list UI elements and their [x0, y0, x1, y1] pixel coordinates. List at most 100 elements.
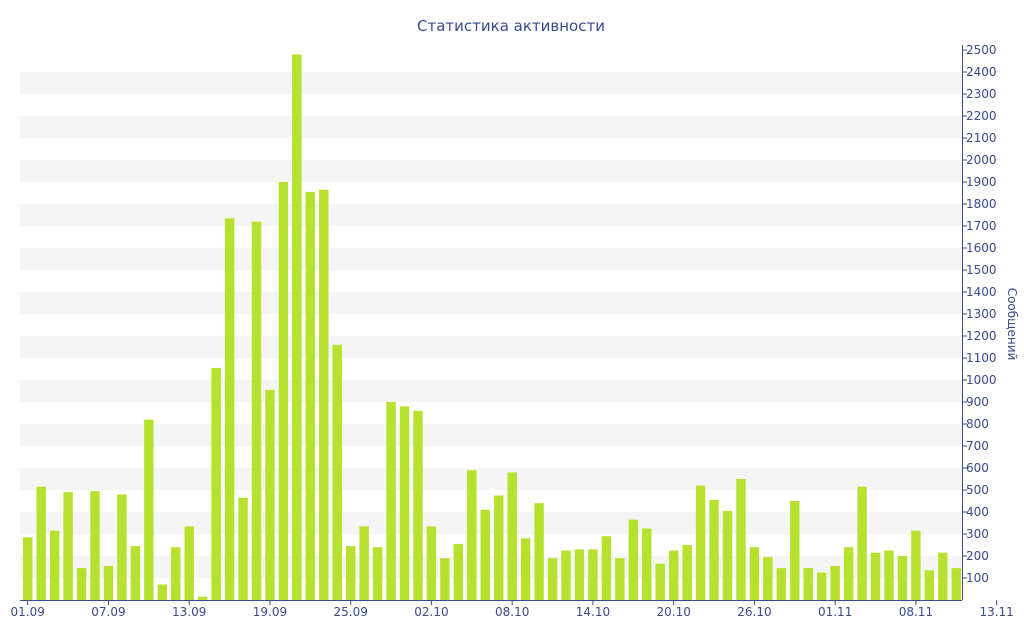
bar: [588, 549, 598, 600]
grid-band: [20, 72, 962, 94]
bar: [157, 584, 168, 600]
y-tick-label: 2200: [966, 109, 997, 123]
bar: [776, 568, 787, 600]
x-axis: 01.09 07.09 13.09 19.09 25.09 02.10 08.10 14.10…: [11, 600, 1014, 619]
y-tick-label: 1700: [966, 219, 997, 233]
x-tick-label: 07.09: [91, 605, 125, 619]
grid-band: [20, 380, 962, 402]
bar: [843, 547, 854, 600]
bar: [467, 470, 477, 600]
grid-band: [20, 468, 962, 490]
bar: [830, 565, 840, 600]
bar: [372, 547, 383, 600]
bar: [278, 182, 289, 600]
y-axis: 100 200 300 400 500 600 700 800 900 1000 1100 1200 1…: [962, 43, 997, 600]
y-tick-label: 1300: [966, 307, 997, 321]
y-tick-label: 200: [966, 549, 989, 563]
y-tick-label: 500: [966, 483, 989, 497]
y-tick-label: 1000: [966, 373, 997, 387]
bar: [924, 570, 935, 600]
bar: [117, 494, 127, 600]
x-tick-label: 20.10: [656, 605, 690, 619]
bar: [426, 526, 437, 600]
bar: [413, 410, 423, 600]
y-tick-label: 2000: [966, 153, 997, 167]
bar: [790, 501, 800, 600]
bar: [305, 191, 316, 600]
chart-title: Статистика активности: [417, 17, 605, 35]
bar: [480, 509, 490, 600]
y-tick-label: 400: [966, 505, 989, 519]
bar: [76, 568, 87, 600]
x-tick-label: 01.11: [818, 605, 852, 619]
bar: [601, 536, 612, 600]
bar: [763, 557, 773, 600]
bar: [197, 596, 208, 600]
y-tick-label: 1900: [966, 175, 997, 189]
y-tick-label: 2400: [966, 65, 997, 79]
x-tick-label: 26.10: [737, 605, 771, 619]
y-tick-label: 100: [966, 571, 989, 585]
grid-band: [20, 292, 962, 314]
bar: [870, 552, 881, 600]
x-tick-label: 13.09: [172, 605, 206, 619]
grid-bands: [20, 72, 962, 578]
bar: [534, 503, 544, 600]
bar: [642, 528, 652, 600]
bar: [749, 547, 760, 600]
bars-group: [23, 54, 961, 601]
bar: [736, 479, 746, 600]
bar: [251, 221, 262, 600]
bar: [884, 550, 894, 600]
bar: [695, 485, 706, 600]
y-tick-label: 1800: [966, 197, 997, 211]
grid-band: [20, 248, 962, 270]
bar: [682, 545, 692, 600]
bar: [23, 537, 33, 600]
x-tick-label: 19.09: [253, 605, 287, 619]
bar: [211, 367, 221, 600]
bar: [453, 543, 464, 600]
bar: [265, 389, 275, 600]
bar: [615, 558, 625, 600]
x-tick-label: 25.09: [334, 605, 368, 619]
bar: [722, 510, 733, 600]
y-tick-label: 1200: [966, 329, 997, 343]
bar: [103, 565, 114, 600]
bar: [386, 402, 396, 600]
bar: [668, 550, 679, 600]
bar: [184, 526, 194, 600]
bar: [897, 556, 908, 600]
bar: [655, 563, 665, 600]
bar: [144, 419, 154, 600]
x-tick-label: 08.11: [899, 605, 933, 619]
bar: [574, 549, 585, 600]
bar: [951, 568, 961, 600]
y-tick-label: 2300: [966, 87, 997, 101]
bar: [520, 538, 531, 600]
bar: [49, 530, 60, 600]
bar: [399, 406, 410, 600]
bar: [332, 344, 342, 600]
grid-band: [20, 160, 962, 182]
bar: [628, 519, 639, 600]
y-tick-label: 1100: [966, 351, 997, 365]
bar: [90, 491, 100, 600]
y-tick-label: 1500: [966, 263, 997, 277]
bar: [63, 492, 73, 600]
bar: [816, 572, 827, 600]
bar: [938, 552, 948, 600]
grid-band: [20, 204, 962, 226]
grid-band: [20, 512, 962, 534]
bar: [36, 486, 46, 600]
grid-band: [20, 336, 962, 358]
bar: [345, 546, 356, 600]
bar: [803, 568, 813, 600]
x-tick-label: 01.09: [11, 605, 45, 619]
bar: [292, 54, 302, 600]
y-tick-label: 1600: [966, 241, 997, 255]
y-axis-label: Сообщений: [1005, 288, 1019, 361]
y-tick-label: 700: [966, 439, 989, 453]
